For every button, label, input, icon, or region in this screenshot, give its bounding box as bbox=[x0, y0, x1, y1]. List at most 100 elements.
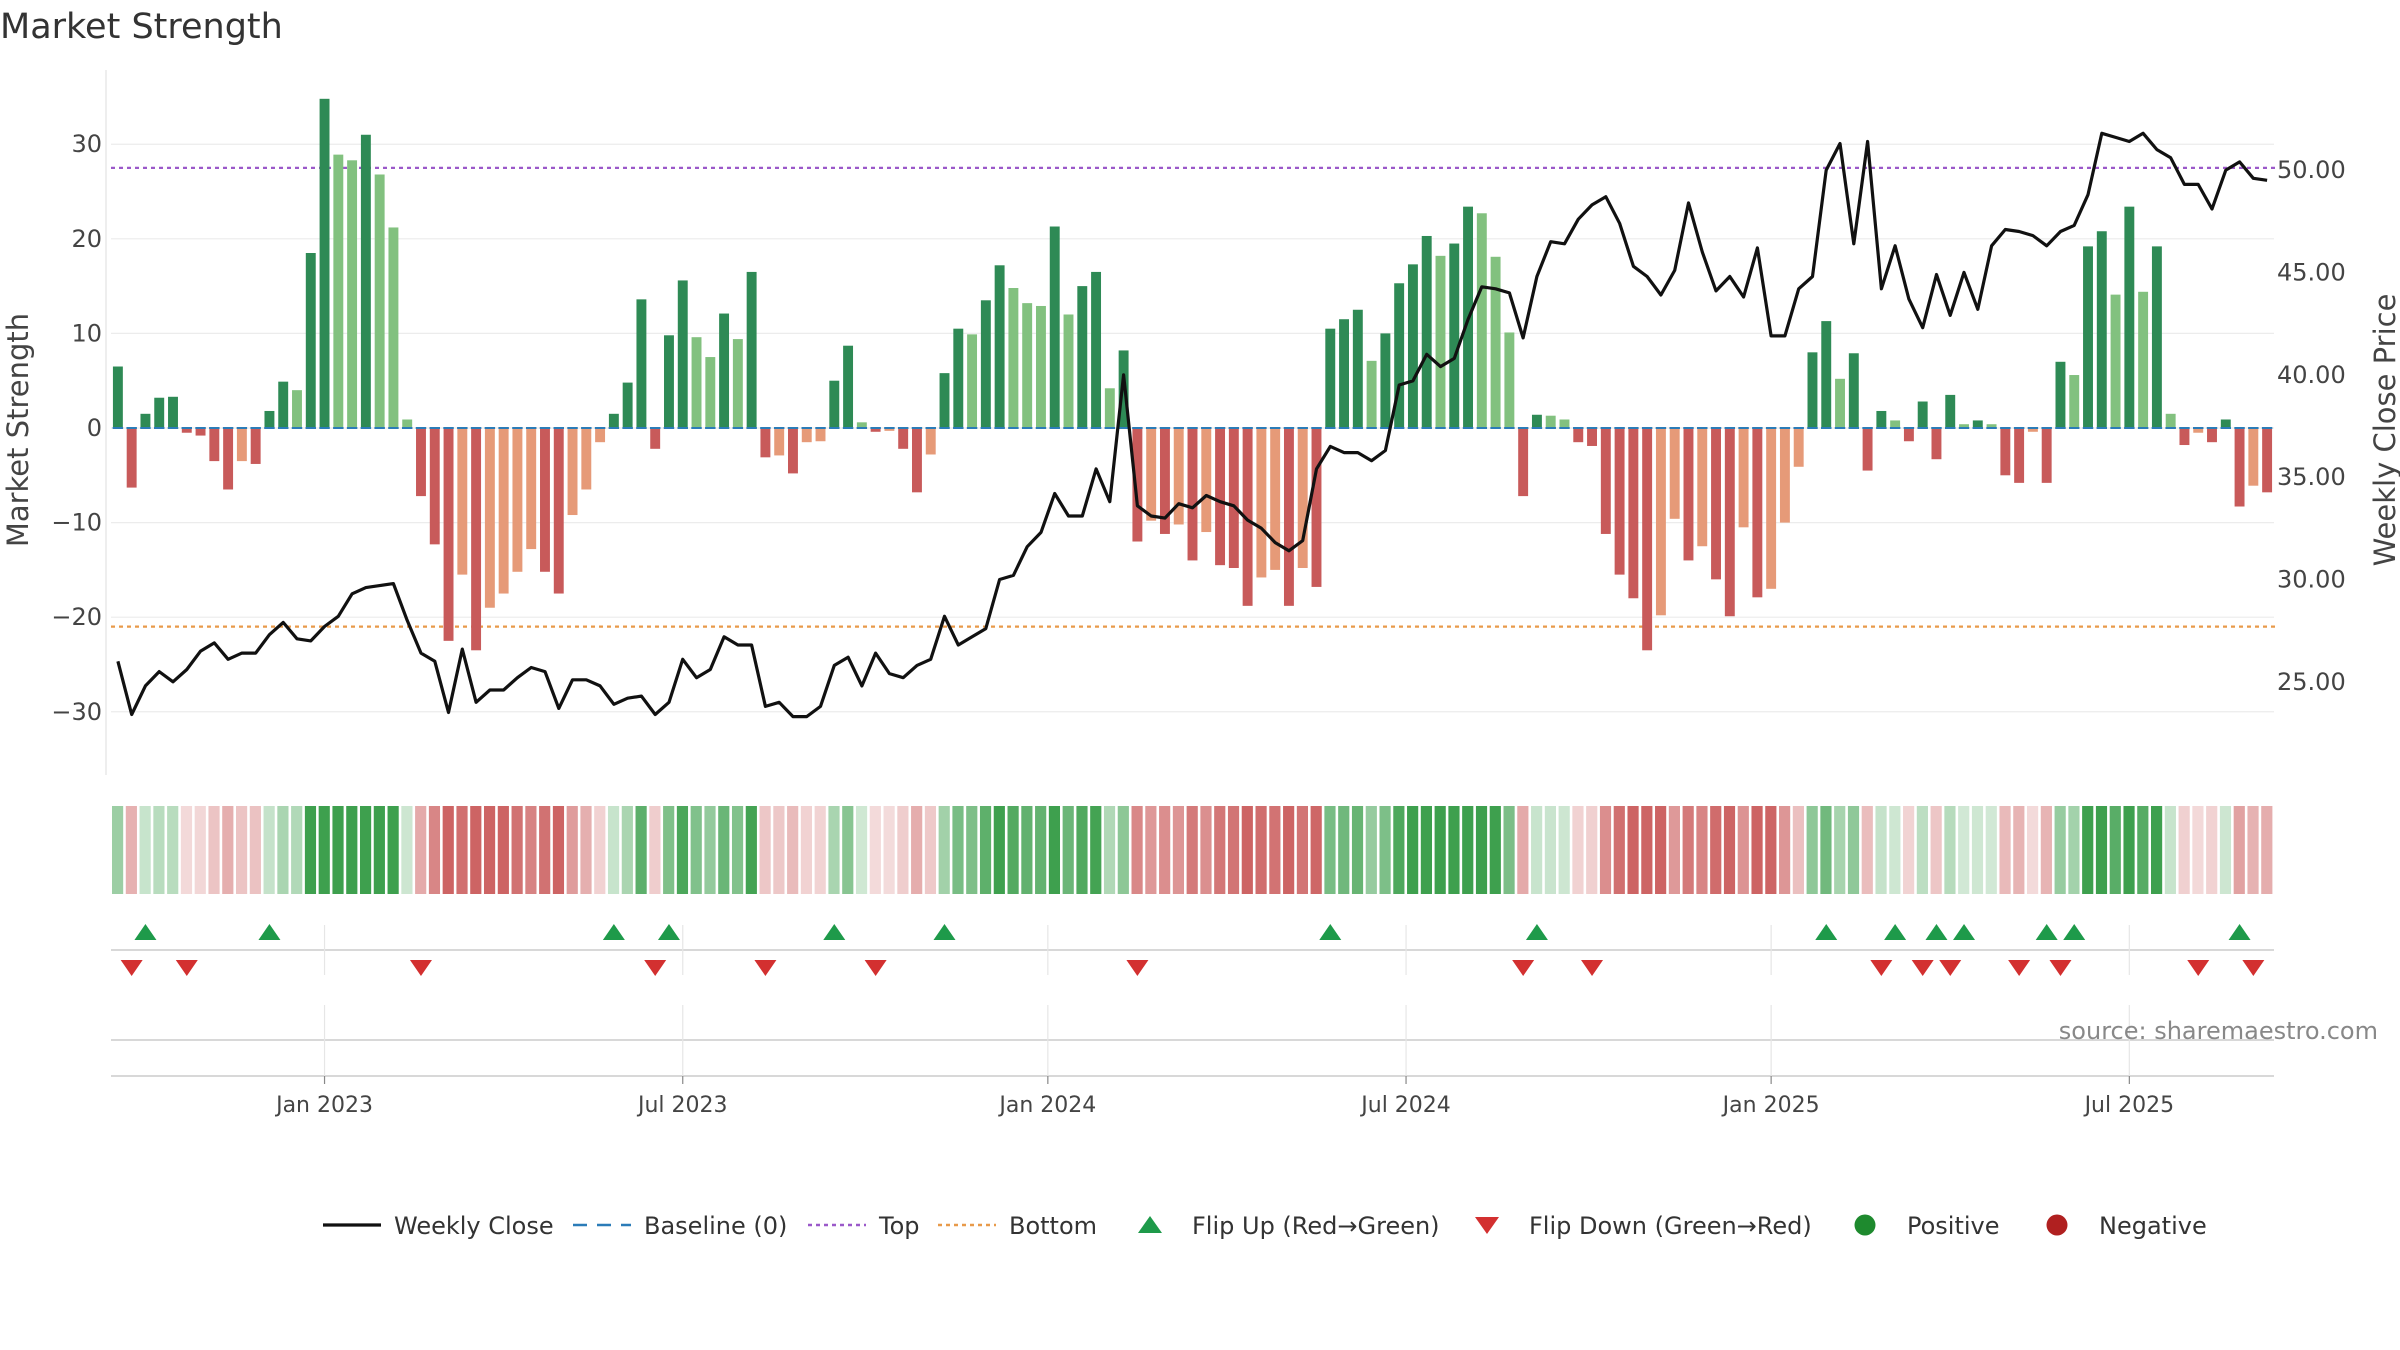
left-axis-label: Market Strength bbox=[1, 313, 35, 547]
strength-bar bbox=[2027, 428, 2038, 432]
heat-cell bbox=[222, 806, 234, 894]
heat-cell bbox=[1655, 806, 1667, 894]
heat-cell bbox=[1916, 806, 1928, 894]
strength-bar bbox=[1380, 333, 1391, 428]
strength-bar bbox=[925, 428, 936, 455]
strength-bar bbox=[1807, 352, 1818, 428]
strength-bar bbox=[911, 428, 922, 493]
strength-bar bbox=[1518, 428, 1529, 497]
heat-cell bbox=[1861, 806, 1873, 894]
heat-cell bbox=[1544, 806, 1556, 894]
strength-bar bbox=[2096, 231, 2107, 428]
heat-cell bbox=[235, 806, 248, 894]
legend-item: Flip Down (Green→Red) bbox=[1475, 1212, 1812, 1240]
heat-cell bbox=[718, 806, 730, 894]
strength-bar bbox=[292, 390, 302, 428]
flip-down-marker bbox=[1581, 960, 1604, 976]
heat-cell bbox=[2247, 806, 2259, 894]
heat-cell bbox=[1572, 806, 1584, 894]
heat-cell bbox=[249, 806, 261, 894]
strength-bar bbox=[2193, 428, 2204, 433]
strength-bar bbox=[1228, 428, 1239, 568]
strength-bar bbox=[1325, 328, 1336, 428]
strength-bar bbox=[223, 428, 234, 490]
flip-up-marker bbox=[1525, 924, 1548, 940]
strength-bar bbox=[195, 428, 206, 436]
flip-up-marker bbox=[2035, 924, 2058, 940]
heat-cell bbox=[1117, 806, 1129, 894]
heat-cell bbox=[483, 806, 496, 894]
heat-cell bbox=[208, 806, 220, 894]
legend-label: Flip Down (Green→Red) bbox=[1529, 1212, 1812, 1240]
heat-cell bbox=[153, 806, 165, 894]
heat-cell bbox=[1613, 806, 1625, 894]
heat-cell bbox=[2151, 806, 2163, 894]
heat-cell bbox=[1283, 806, 1295, 894]
right-tick-label: 25.00 bbox=[2277, 668, 2346, 696]
left-tick-label: −10 bbox=[51, 509, 102, 537]
heat-cell bbox=[1958, 806, 1970, 894]
strength-bar bbox=[884, 428, 895, 431]
heat-cell bbox=[1586, 806, 1598, 894]
strength-bar bbox=[1008, 288, 1019, 428]
heat-cell bbox=[456, 806, 468, 894]
heat-cell bbox=[194, 806, 206, 894]
heat-cell bbox=[1090, 806, 1102, 894]
left-tick-label: 0 bbox=[87, 414, 102, 442]
strength-bar bbox=[1035, 305, 1046, 428]
left-axis-ticks: 30 20 10 0 −10 −20 −30 bbox=[51, 130, 102, 726]
heat-cell bbox=[1806, 806, 1818, 894]
strength-bar bbox=[305, 253, 316, 428]
heat-cell bbox=[2233, 806, 2245, 894]
heat-cell bbox=[993, 806, 1005, 894]
heat-cell bbox=[1847, 806, 1860, 894]
heat-cell bbox=[1475, 806, 1488, 894]
right-tick-label: 30.00 bbox=[2277, 565, 2346, 593]
strength-bar bbox=[1352, 309, 1363, 428]
strength-bar bbox=[1173, 428, 1184, 525]
heat-cell bbox=[1076, 806, 1088, 894]
strength-bar bbox=[1242, 428, 1253, 606]
strength-bar bbox=[1297, 428, 1308, 568]
heat-cell bbox=[1048, 806, 1061, 894]
legend-item: Bottom bbox=[938, 1212, 1097, 1240]
heat-cell bbox=[346, 806, 358, 894]
strength-bar bbox=[2248, 428, 2259, 486]
legend-item: Baseline (0) bbox=[573, 1212, 787, 1240]
strength-bar bbox=[429, 428, 440, 545]
strength-bar bbox=[1421, 235, 1432, 428]
strength-bar bbox=[526, 428, 537, 550]
flip-down-marker bbox=[1870, 960, 1893, 976]
heat-cell bbox=[2013, 806, 2025, 894]
heat-cell bbox=[2178, 806, 2190, 894]
heat-cell bbox=[1103, 806, 1116, 894]
strength-bar bbox=[1146, 428, 1157, 521]
heat-cell bbox=[1834, 806, 1846, 894]
heat-cell bbox=[2054, 806, 2066, 894]
heat-cell bbox=[1241, 806, 1253, 894]
strength-bar bbox=[374, 174, 385, 428]
strength-bar bbox=[209, 428, 220, 462]
legend-swatch bbox=[2046, 1214, 2068, 1236]
strength-bar bbox=[1835, 378, 1845, 428]
source-credit: source: sharemaestro.com bbox=[2059, 1017, 2378, 1045]
strength-bar bbox=[154, 397, 165, 428]
flip-up-marker bbox=[602, 924, 625, 940]
strength-bar bbox=[801, 428, 812, 443]
strength-bar bbox=[1642, 428, 1653, 651]
strength-bar bbox=[2110, 294, 2121, 428]
strength-bar bbox=[1435, 255, 1446, 428]
heat-cell bbox=[580, 806, 592, 894]
strength-bar bbox=[264, 410, 275, 428]
strength-bar bbox=[2220, 419, 2231, 428]
flip-down-marker bbox=[2008, 960, 2031, 976]
heat-cell bbox=[2082, 806, 2094, 894]
heat-cell bbox=[952, 806, 964, 894]
heat-cell bbox=[1599, 806, 1612, 894]
strength-bar bbox=[622, 382, 633, 428]
x-tick-label: Jul 2025 bbox=[2083, 1093, 2175, 1118]
strength-bar bbox=[360, 134, 371, 428]
strength-bar bbox=[457, 428, 468, 575]
heat-cell bbox=[897, 806, 909, 894]
strength-bar bbox=[980, 300, 991, 428]
